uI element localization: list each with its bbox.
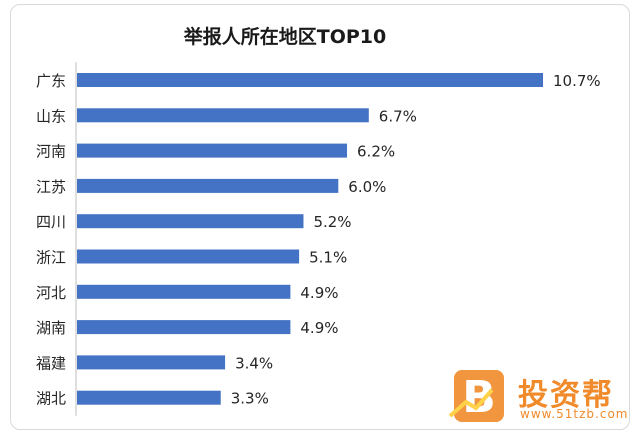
data-label: 3.3% [231, 390, 269, 408]
bar [77, 284, 291, 299]
category-label: 湖南 [36, 319, 66, 337]
bar [77, 108, 369, 123]
bar [77, 249, 300, 264]
data-label: 10.7% [553, 72, 601, 90]
data-label: 4.9% [300, 319, 338, 337]
category-label: 河北 [36, 284, 66, 302]
category-label: 河南 [36, 143, 66, 161]
bar [77, 178, 339, 193]
logo-letter: B [462, 372, 496, 423]
category-label: 湖北 [36, 390, 66, 408]
bar [77, 73, 543, 87]
bar [77, 143, 348, 158]
data-label: 5.2% [313, 213, 351, 231]
data-label: 6.7% [379, 107, 417, 125]
category-label: 广东 [36, 72, 66, 90]
category-label: 江苏 [36, 178, 66, 196]
bar [77, 390, 221, 405]
category-label: 福建 [36, 354, 66, 372]
watermark-url: www.51tzb.com [520, 407, 629, 421]
category-label: 山东 [36, 107, 66, 125]
watermark: B 投资帮 www.51tzb.com [448, 366, 634, 430]
data-label: 6.2% [357, 143, 395, 161]
category-label: 四川 [36, 213, 66, 231]
logo-icon: B [448, 370, 504, 423]
chart-title: 举报人所在地区TOP10 [183, 26, 387, 48]
data-label: 4.9% [300, 284, 338, 302]
data-label: 3.4% [235, 354, 273, 372]
bar [77, 214, 304, 229]
watermark-brand: 投资帮 [518, 378, 614, 413]
bar [77, 355, 226, 370]
data-label: 5.1% [309, 249, 347, 267]
bar [77, 320, 291, 335]
category-label: 浙江 [36, 249, 66, 267]
data-label: 6.0% [348, 178, 386, 196]
